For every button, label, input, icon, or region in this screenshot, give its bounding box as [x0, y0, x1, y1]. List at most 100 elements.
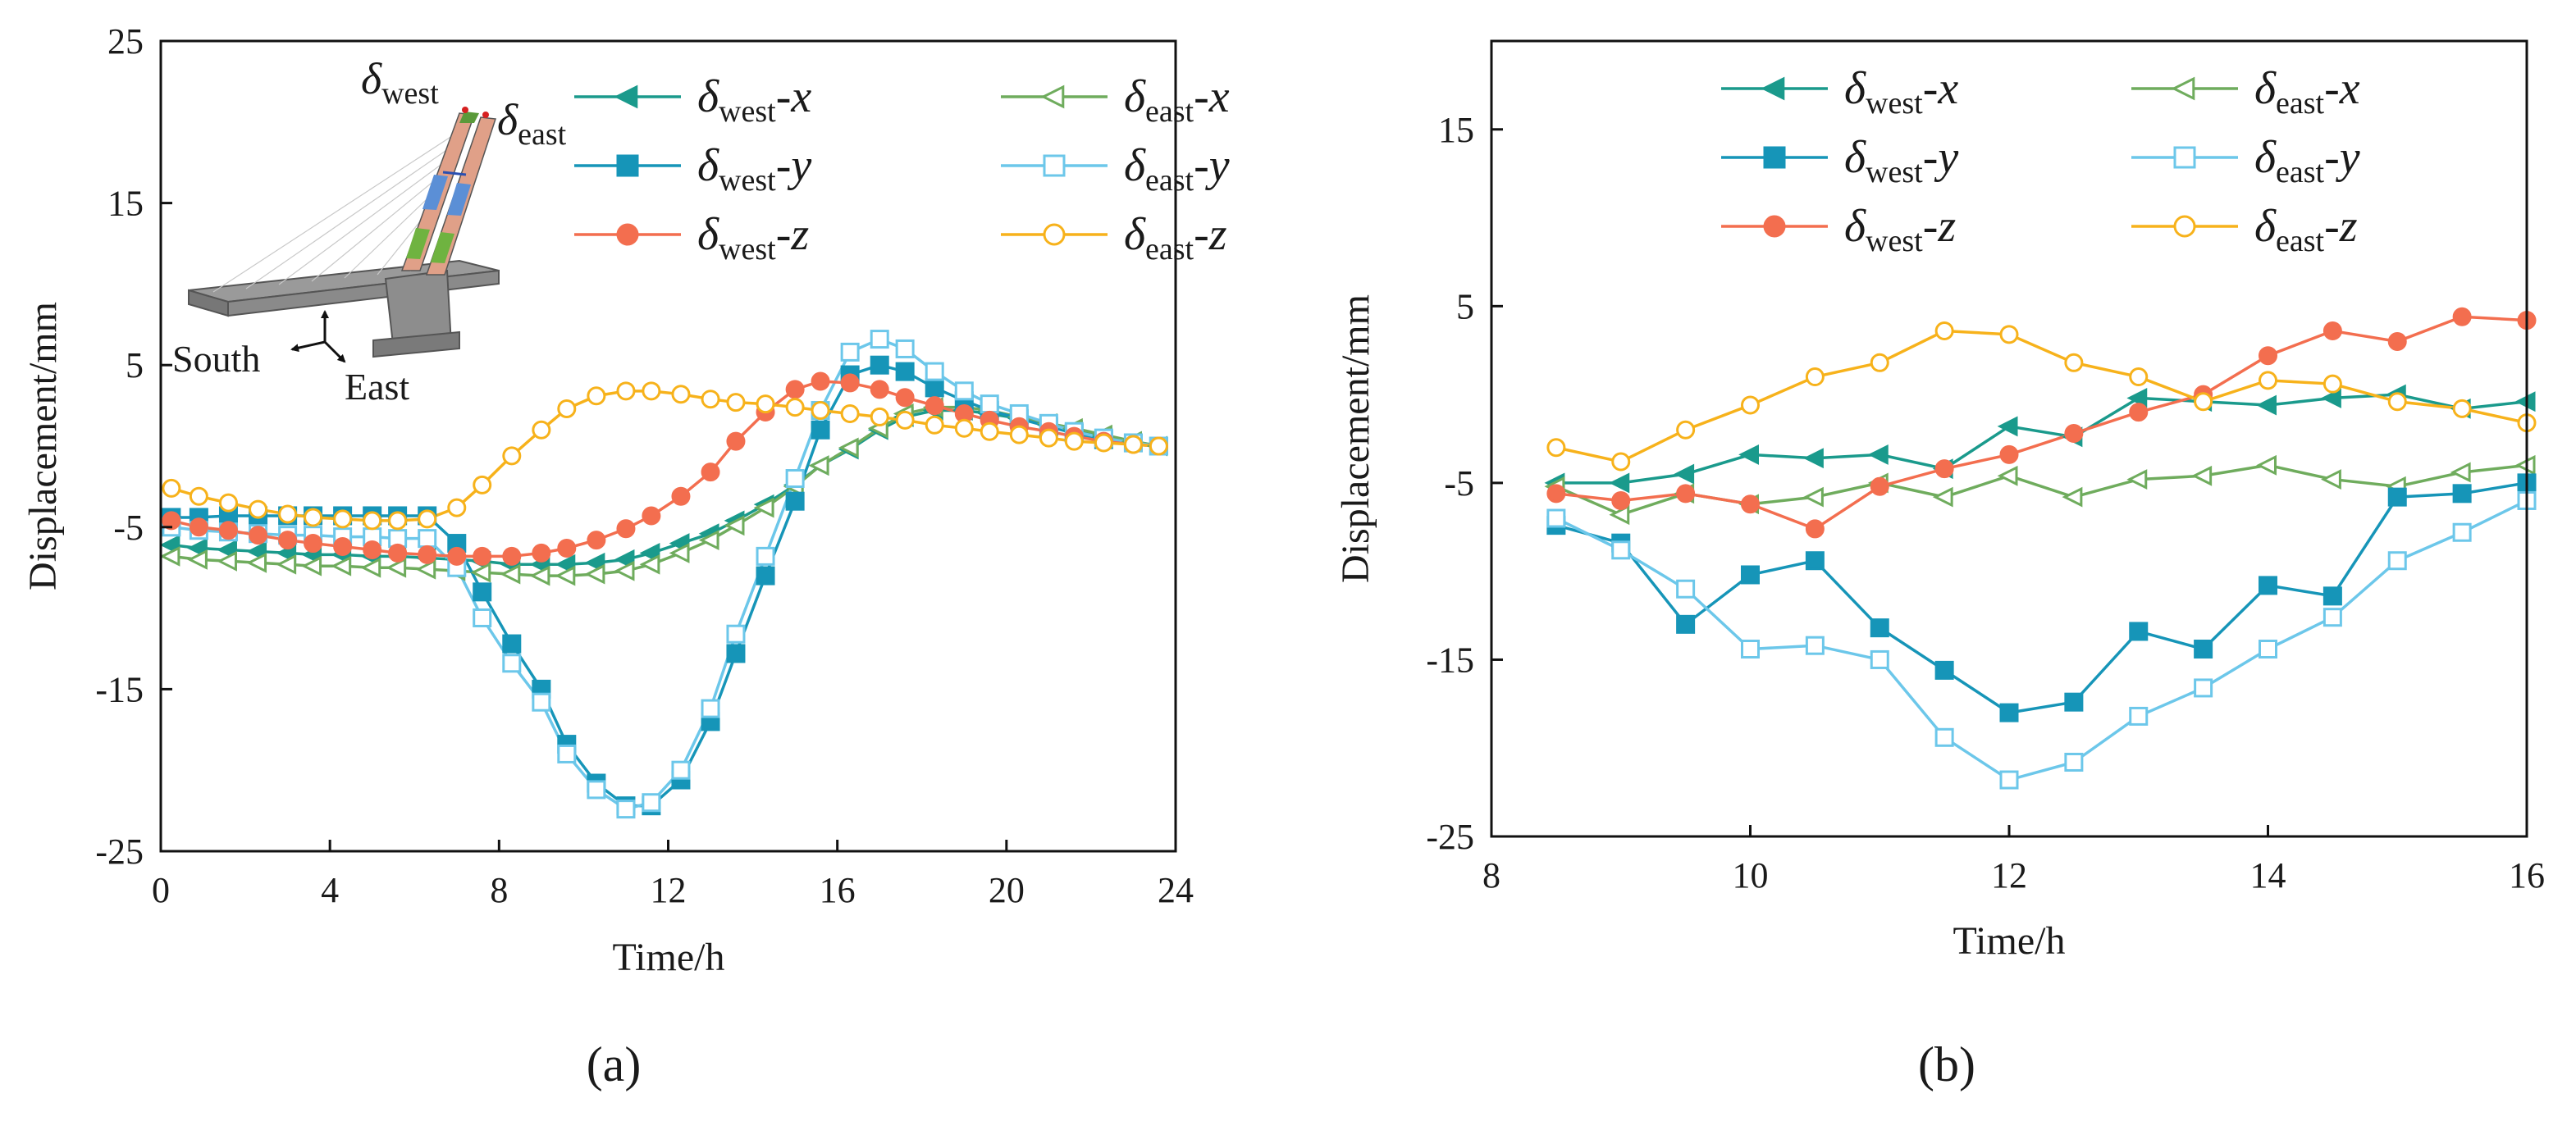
y-tick-label: 25 — [107, 21, 144, 62]
data-point-east-z — [189, 486, 208, 506]
data-point-east-y — [726, 624, 746, 644]
data-point-west-y — [925, 378, 944, 398]
inset-label-south: South — [172, 338, 260, 380]
data-point-west-y — [2452, 484, 2472, 504]
legend-label: δwest-z — [697, 209, 809, 267]
data-point-east-z — [278, 504, 298, 524]
y-tick-label: -25 — [95, 832, 144, 872]
data-point-east-x — [808, 455, 829, 476]
legend-label: δeast-z — [1124, 209, 1227, 267]
chart-a-y-axis-label: Displacement/mm — [21, 302, 65, 590]
data-point-west-x — [1997, 416, 2018, 437]
data-point-west-y — [1676, 614, 1696, 634]
data-point-east-x — [529, 565, 550, 586]
series-line-west-x — [1555, 393, 2527, 485]
data-point-east-x — [1609, 504, 1630, 526]
data-point-east-y — [954, 381, 974, 401]
data-point-east-x — [555, 565, 576, 586]
inset-label-delta-west: δwest — [361, 54, 439, 111]
legend-marker — [616, 154, 639, 177]
data-point-east-y — [701, 699, 720, 718]
data-point-east-x — [614, 560, 635, 581]
axis-arrow-east — [323, 340, 346, 363]
legend-marker — [616, 223, 639, 246]
data-point-east-z — [473, 475, 492, 494]
data-point-west-z — [473, 546, 492, 566]
data-point-west-x — [1803, 448, 1824, 469]
legend-marker — [1040, 84, 1065, 109]
data-point-east-y — [1546, 508, 1566, 528]
legend-item-west-z: δwest-z — [1721, 201, 1956, 258]
data-point-east-x — [1997, 465, 2018, 486]
data-point-west-z — [333, 537, 353, 557]
data-point-west-y — [2387, 487, 2407, 507]
data-point-west-z — [587, 531, 606, 550]
series-line-west-y — [1555, 481, 2527, 714]
data-point-west-z — [502, 546, 522, 566]
data-point-east-z — [954, 418, 974, 438]
data-point-east-x — [217, 550, 237, 572]
chart-b-markers — [1544, 307, 2537, 790]
data-point-west-z — [418, 545, 437, 564]
legend-item-west-x: δwest-x — [574, 71, 811, 129]
data-point-east-z — [1123, 435, 1143, 454]
data-point-east-z — [1870, 353, 1889, 372]
series-line-east-z — [1555, 329, 2527, 463]
data-point-west-z — [2064, 424, 2084, 444]
data-point-east-x — [331, 555, 352, 576]
data-point-west-y — [756, 566, 775, 586]
data-point-east-z — [726, 393, 746, 412]
y-tick-label: -15 — [95, 669, 144, 709]
data-point-east-y — [1934, 727, 1954, 747]
data-point-east-z — [980, 422, 999, 441]
data-point-east-y — [616, 800, 636, 819]
data-point-west-z — [701, 463, 720, 482]
legend-label: δeast-z — [2254, 201, 2358, 258]
data-point-west-z — [1741, 494, 1760, 514]
legend-marker — [2173, 146, 2196, 169]
data-point-east-x — [1932, 486, 1953, 508]
data-point-west-z — [162, 511, 181, 531]
data-point-east-y — [2323, 608, 2342, 627]
data-point-west-y — [2064, 692, 2084, 712]
data-point-east-x — [669, 542, 690, 563]
data-point-east-z — [895, 410, 915, 430]
legend-item-east-y: δeast-y — [2131, 132, 2360, 189]
legend-item-west-y: δwest-y — [574, 140, 811, 198]
data-point-east-z — [1546, 438, 1566, 458]
chart-a-x-axis-label: Time/h — [613, 936, 725, 979]
y-tick-label: -5 — [113, 508, 144, 548]
data-point-east-z — [2259, 371, 2277, 390]
data-point-east-x — [2126, 469, 2148, 490]
data-point-west-x — [2321, 387, 2341, 408]
data-point-west-z — [642, 506, 661, 526]
data-point-east-x — [2062, 486, 2083, 508]
data-point-east-y — [840, 342, 860, 362]
data-point-east-z — [218, 493, 238, 513]
chart-b-y-ticks: -25 -15 -5 5 15 — [1426, 110, 1503, 857]
data-point-east-z — [642, 381, 661, 401]
data-point-east-z — [756, 394, 775, 414]
data-point-east-y — [473, 608, 492, 627]
data-point-west-y — [1999, 703, 2019, 722]
legend-label: δeast-y — [1124, 140, 1230, 198]
data-point-west-y — [1805, 551, 1825, 571]
data-point-west-x — [1867, 444, 1889, 465]
data-point-west-z — [557, 538, 577, 558]
data-point-east-x — [639, 554, 660, 575]
legend-marker — [1043, 154, 1066, 177]
y-tick-label: -25 — [1426, 817, 1474, 857]
data-point-west-z — [925, 396, 944, 416]
legend-item-east-z: δeast-z — [1001, 209, 1227, 267]
data-point-east-z — [671, 385, 691, 404]
west-tower-band-green — [406, 228, 430, 259]
data-point-west-z — [840, 373, 860, 393]
legend-item-west-z: δwest-z — [574, 209, 809, 267]
data-point-east-z — [1039, 428, 1058, 448]
data-point-west-y — [502, 634, 522, 654]
legend-label: δwest-y — [1844, 132, 1958, 189]
chart-a-plot-frame — [159, 39, 1177, 853]
data-point-west-z — [1870, 476, 1889, 496]
data-point-east-y — [925, 362, 944, 381]
data-point-east-x — [159, 545, 180, 567]
